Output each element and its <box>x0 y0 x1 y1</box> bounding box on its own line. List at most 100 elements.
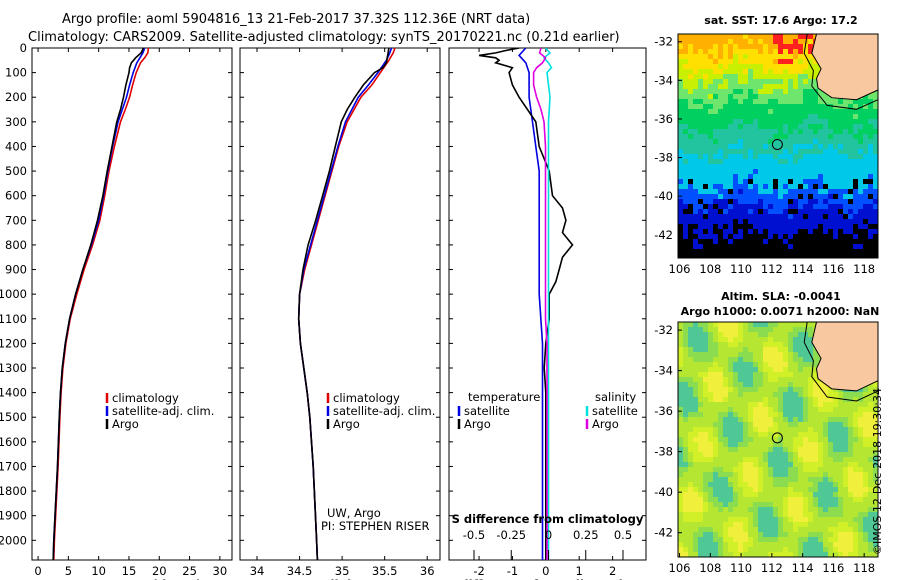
map-cell <box>698 397 703 402</box>
map-cell <box>708 472 713 477</box>
map-cell <box>748 239 753 244</box>
map-cell <box>728 54 733 59</box>
map-cell <box>788 527 793 532</box>
map-cell <box>748 39 753 44</box>
map-cell <box>698 422 703 427</box>
map-cell <box>753 64 758 69</box>
map-cell <box>858 417 863 422</box>
map-cell <box>683 129 688 134</box>
map-cell <box>728 427 733 432</box>
map-cell <box>828 234 833 239</box>
map-cell <box>853 189 858 194</box>
map-cell <box>853 104 858 109</box>
map-cell <box>693 467 698 472</box>
map-cell <box>693 552 698 557</box>
map-cell <box>798 442 803 447</box>
map-cell <box>748 387 753 392</box>
map-cell <box>823 462 828 467</box>
map-cell <box>863 437 868 442</box>
map-cell <box>688 219 693 224</box>
map-cell <box>873 219 878 224</box>
map-cell <box>748 447 753 452</box>
map-cell <box>803 224 808 229</box>
y-tick-label: 200 <box>5 90 27 104</box>
map-cell <box>853 497 858 502</box>
map-cell <box>808 254 813 258</box>
map-cell <box>808 234 813 239</box>
map-cell <box>748 94 753 99</box>
map-cell <box>773 199 778 204</box>
map-cell <box>858 467 863 472</box>
map-cell <box>848 119 853 124</box>
map-cell <box>818 412 823 417</box>
map-cell <box>823 249 828 254</box>
map-cell <box>868 487 873 492</box>
map-cell <box>828 224 833 229</box>
map-cell <box>693 224 698 229</box>
map-cell <box>783 442 788 447</box>
map-cell <box>863 209 868 214</box>
map-cell <box>688 512 693 517</box>
map-cell <box>723 367 728 372</box>
map-cell <box>783 397 788 402</box>
map-cell <box>763 462 768 467</box>
map-cell <box>808 332 813 337</box>
map-cell <box>718 477 723 482</box>
map-cell <box>748 527 753 532</box>
map-cell <box>838 149 843 154</box>
map-cell <box>693 457 698 462</box>
map-cell <box>713 154 718 159</box>
map-cell <box>678 89 683 94</box>
map-cell <box>843 442 848 447</box>
map-cell <box>858 457 863 462</box>
map-cell <box>733 547 738 552</box>
map-cell <box>768 244 773 249</box>
map-cell <box>683 442 688 447</box>
map-cell <box>788 482 793 487</box>
map-cell <box>763 362 768 367</box>
map-cell <box>813 392 818 397</box>
map-cell <box>778 214 783 219</box>
map-cell <box>733 422 738 427</box>
map-cell <box>728 134 733 139</box>
map-cell <box>853 149 858 154</box>
map-cell <box>733 477 738 482</box>
map-cell <box>848 149 853 154</box>
map-cell <box>798 392 803 397</box>
map-cell <box>753 457 758 462</box>
map-cell <box>728 204 733 209</box>
map-cell <box>813 487 818 492</box>
map-cell <box>738 517 743 522</box>
map-cell <box>788 59 793 64</box>
map-cell <box>778 397 783 402</box>
map-cell <box>683 139 688 144</box>
map-cell <box>768 194 773 199</box>
map-cell <box>708 387 713 392</box>
map-cell <box>833 527 838 532</box>
map-cell <box>783 164 788 169</box>
map-cell <box>788 352 793 357</box>
map-cell <box>788 437 793 442</box>
map-cell <box>813 377 818 382</box>
map-cell <box>733 327 738 332</box>
map-cell <box>808 447 813 452</box>
map-cell <box>848 462 853 467</box>
map-cell <box>753 447 758 452</box>
map-cell <box>823 204 828 209</box>
map-cell <box>678 119 683 124</box>
map-cell <box>838 462 843 467</box>
map-cell <box>813 512 818 517</box>
map-cell <box>703 432 708 437</box>
map-cell <box>808 69 813 74</box>
map-cell <box>758 337 763 342</box>
map-cell <box>788 332 793 337</box>
map-cell <box>718 54 723 59</box>
map-cell <box>868 507 873 512</box>
map-cell <box>693 99 698 104</box>
map-cell <box>708 332 713 337</box>
map-cell <box>848 422 853 427</box>
map-cell <box>743 522 748 527</box>
map-cell <box>683 99 688 104</box>
map-cell <box>798 522 803 527</box>
map-cell <box>713 119 718 124</box>
